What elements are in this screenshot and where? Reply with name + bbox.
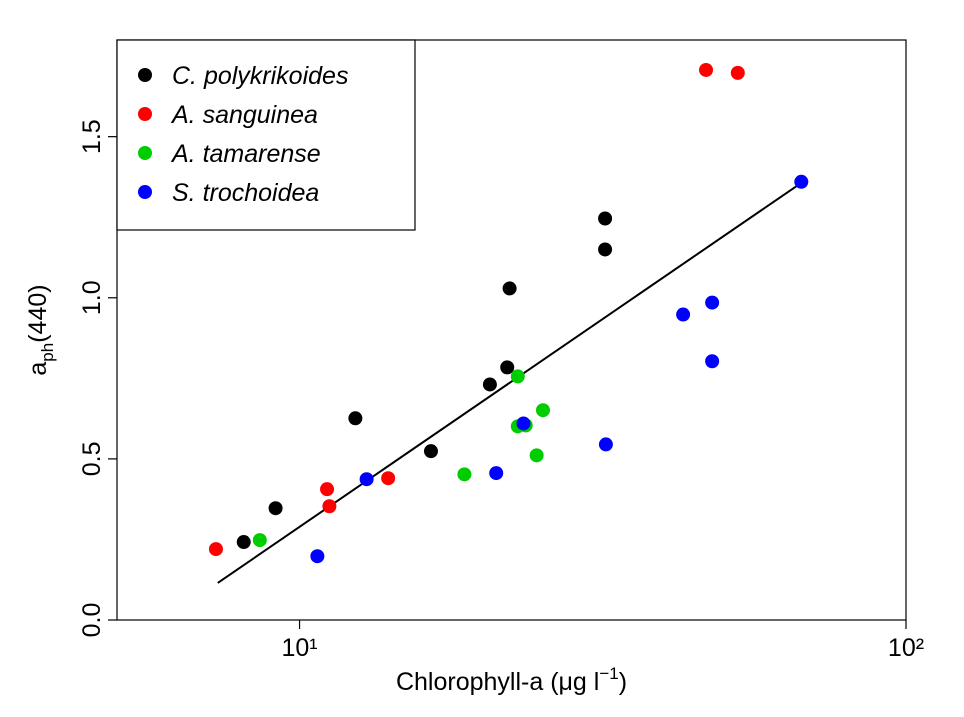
point (489, 466, 504, 481)
point (699, 62, 714, 77)
point (252, 533, 267, 548)
y-label-text: a (24, 362, 52, 376)
legend-label: S. trochoidea (172, 179, 319, 207)
point (500, 360, 515, 375)
legend-marker (138, 107, 152, 121)
point (529, 448, 544, 463)
x-tick-label: 10² (888, 634, 924, 662)
fit-line (217, 182, 802, 584)
point (268, 501, 283, 516)
legend-marker (138, 146, 152, 160)
point (516, 416, 531, 431)
y-axis-label: aph(440) (24, 284, 57, 375)
point (676, 307, 691, 322)
legend-label: C. polykrikoides (172, 62, 348, 90)
y-label-sub: ph (38, 343, 57, 362)
point (381, 471, 396, 486)
y-tick-label: 1.0 (78, 280, 106, 315)
point (423, 444, 438, 459)
point (236, 535, 251, 550)
point (320, 482, 335, 497)
legend-box (116, 39, 416, 231)
point (510, 369, 525, 384)
point (794, 174, 809, 189)
legend-marker (138, 185, 152, 199)
plot-frame (116, 39, 907, 621)
legend-marker (138, 68, 152, 82)
point (535, 403, 550, 418)
y-label-text: (440) (24, 284, 52, 342)
point (502, 281, 517, 296)
x-axis-label: Chlorophyll-a (μg l−1) (396, 664, 627, 696)
y-tick-label: 1.5 (78, 119, 106, 154)
point (208, 542, 223, 557)
point (359, 472, 374, 487)
legend-label: A. sanguinea (170, 101, 318, 129)
point (598, 437, 613, 452)
point (598, 242, 613, 257)
x-label-sup: −1 (599, 664, 618, 683)
y-tick-label: 0.0 (78, 603, 106, 638)
point (598, 211, 613, 226)
point (705, 295, 720, 310)
point (322, 499, 337, 514)
point (730, 65, 745, 80)
point (310, 549, 325, 564)
y-tick-label: 0.5 (78, 442, 106, 477)
legend-label: A. tamarense (170, 140, 321, 168)
point (457, 467, 472, 482)
x-tick-label: 10¹ (281, 634, 317, 662)
point (705, 354, 720, 369)
point (482, 377, 497, 392)
x-label-text: ) (619, 668, 627, 696)
x-label-text: Chlorophyll-a (μg l (396, 668, 599, 696)
point (348, 411, 363, 426)
